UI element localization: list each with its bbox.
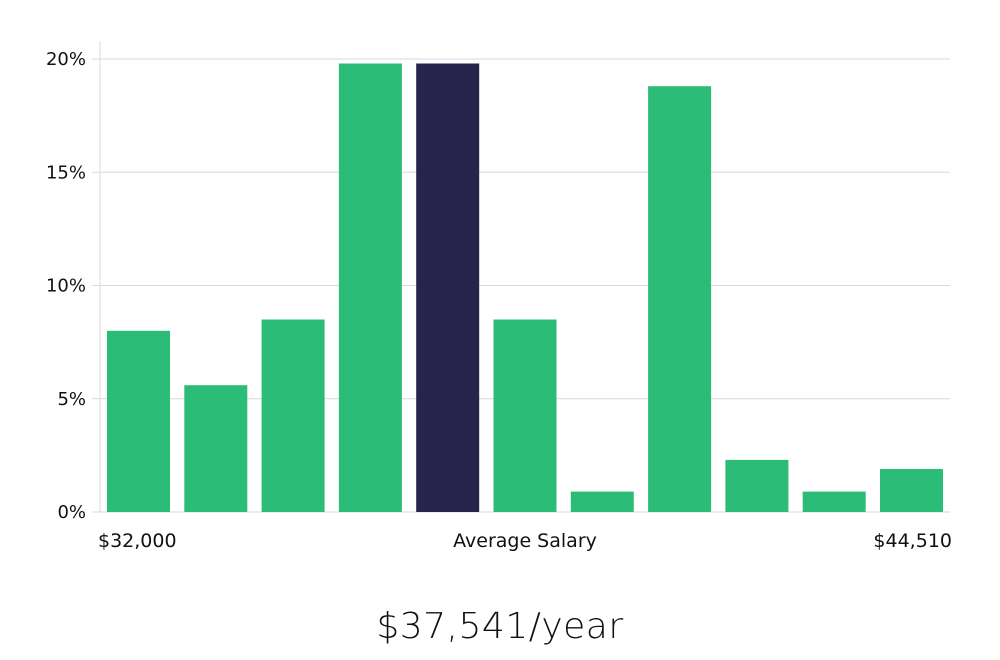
bar-highlighted <box>416 63 480 512</box>
average-salary-value: $37,541/year <box>376 606 624 647</box>
bar <box>184 385 248 512</box>
salary-histogram: 0% 5% 10% 15% 20% $32,000 Average Salary $44… <box>46 41 952 552</box>
y-tick-label: 15% <box>46 162 86 183</box>
bars <box>107 63 943 512</box>
y-tick-label: 20% <box>46 49 86 70</box>
y-tick-label: 0% <box>57 502 86 523</box>
x-min-label: $32,000 <box>98 530 177 552</box>
x-max-label: $44,510 <box>873 530 952 552</box>
y-axis-ticks: 0% 5% 10% 15% 20% <box>46 49 86 523</box>
bar <box>880 469 943 512</box>
y-tick-label: 5% <box>57 389 86 410</box>
bar <box>802 491 866 512</box>
bar <box>261 319 325 512</box>
bar <box>338 63 402 512</box>
bar <box>648 86 712 512</box>
bar <box>725 459 789 512</box>
bar <box>493 319 557 512</box>
bar <box>570 491 634 512</box>
x-center-label: Average Salary <box>453 530 597 552</box>
y-tick-label: 10% <box>46 276 86 297</box>
bar <box>107 330 170 512</box>
